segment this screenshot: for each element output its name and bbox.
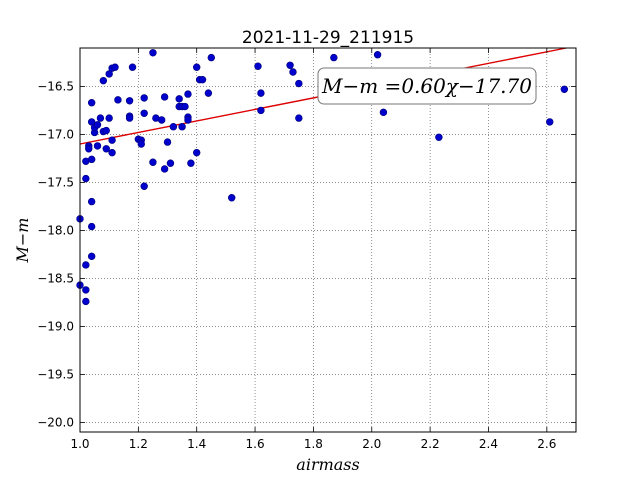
grid: [79, 48, 576, 432]
data-point: [87, 197, 96, 206]
y-tick-label: −19.0: [37, 319, 74, 333]
y-tick-label: −20.0: [37, 415, 74, 429]
data-point: [93, 142, 102, 150]
data-point: [198, 75, 207, 84]
data-point: [140, 182, 148, 190]
y-tick-label: −17.0: [37, 127, 74, 141]
data-point: [175, 95, 183, 103]
data-point: [228, 194, 236, 202]
x-tick-label: 1.2: [129, 437, 148, 451]
plot-frame: [79, 47, 577, 433]
data-point: [149, 158, 157, 166]
data-point: [125, 97, 134, 105]
data-point: [257, 89, 265, 97]
data-point: [160, 93, 169, 101]
data-point: [85, 145, 93, 153]
data-point: [87, 155, 96, 164]
data-point: [184, 116, 192, 124]
data-point: [193, 63, 201, 71]
data-point: [330, 53, 338, 62]
x-tick-label: 2.6: [537, 437, 556, 451]
data-point: [560, 85, 569, 93]
data-point: [140, 94, 148, 102]
x-tick-label: 1.0: [70, 437, 89, 451]
fit-annotation: M−m =0.60χ−17.70: [321, 74, 532, 98]
data-point: [82, 297, 90, 306]
data-point: [435, 133, 443, 141]
data-point: [125, 114, 134, 122]
chart-title: 2021-11-29_211915: [242, 28, 414, 48]
data-point: [96, 114, 105, 122]
data-point: [160, 165, 169, 173]
data-point: [114, 96, 122, 104]
data-point: [169, 123, 178, 131]
y-tick-label: −18.5: [37, 271, 74, 285]
x-tick-label: 2.2: [421, 437, 440, 451]
data-point: [286, 61, 294, 69]
axis-ticks: 1.0 1.2 1.4 1.6 1.8 2.0 2.2 2.4 2.6 −16.5 −17.0 −17…: [37, 48, 576, 451]
data-point: [87, 99, 96, 107]
data-point: [82, 261, 90, 269]
data-point: [546, 118, 554, 126]
data-point: [178, 123, 186, 131]
data-point: [82, 174, 90, 183]
data-point: [87, 118, 96, 126]
data-point: [102, 126, 110, 135]
data-point: [207, 53, 215, 62]
data-point: [149, 49, 157, 57]
x-axis-label: airmass: [296, 455, 359, 474]
data-point: [289, 68, 297, 76]
data-point: [184, 90, 192, 98]
data-point: [99, 76, 108, 85]
fit-annotation-box: [317, 67, 537, 105]
data-point: [204, 89, 213, 97]
y-tick-label: −19.5: [37, 367, 74, 381]
data-point: [140, 109, 148, 117]
x-tick-label: 2.4: [479, 437, 498, 451]
x-tick-label: 1.4: [187, 437, 206, 451]
data-point: [128, 63, 137, 71]
y-tick-label: −17.5: [37, 175, 74, 189]
x-tick-label: 2.0: [362, 437, 381, 451]
y-axis-label: M−m: [13, 218, 32, 264]
data-point: [108, 148, 116, 157]
data-point: [254, 62, 262, 70]
data-point: [105, 70, 113, 78]
data-point: [379, 108, 388, 117]
data-point: [108, 136, 116, 144]
data-point: [137, 140, 145, 148]
data-point: [111, 63, 119, 71]
data-point: [257, 106, 265, 115]
fit-annotation-group: M−m =0.60χ−17.70: [317, 67, 537, 105]
data-point: [187, 159, 195, 167]
data-point: [87, 222, 96, 231]
data-point: [193, 148, 201, 157]
y-tick-label: −16.5: [37, 79, 74, 93]
y-tick-label: −18.0: [37, 223, 74, 237]
scatter-points: [76, 49, 569, 306]
data-point: [295, 114, 303, 122]
x-tick-label: 1.6: [246, 437, 265, 451]
data-point: [102, 145, 110, 153]
data-point: [93, 121, 102, 129]
data-point: [295, 79, 303, 88]
data-point: [82, 286, 90, 294]
data-point: [373, 51, 382, 59]
data-point: [105, 114, 113, 122]
data-point: [157, 116, 166, 124]
data-point: [181, 102, 189, 111]
data-point: [166, 159, 175, 167]
x-tick-label: 1.8: [304, 437, 323, 451]
data-point: [163, 138, 172, 146]
data-point: [87, 252, 96, 261]
